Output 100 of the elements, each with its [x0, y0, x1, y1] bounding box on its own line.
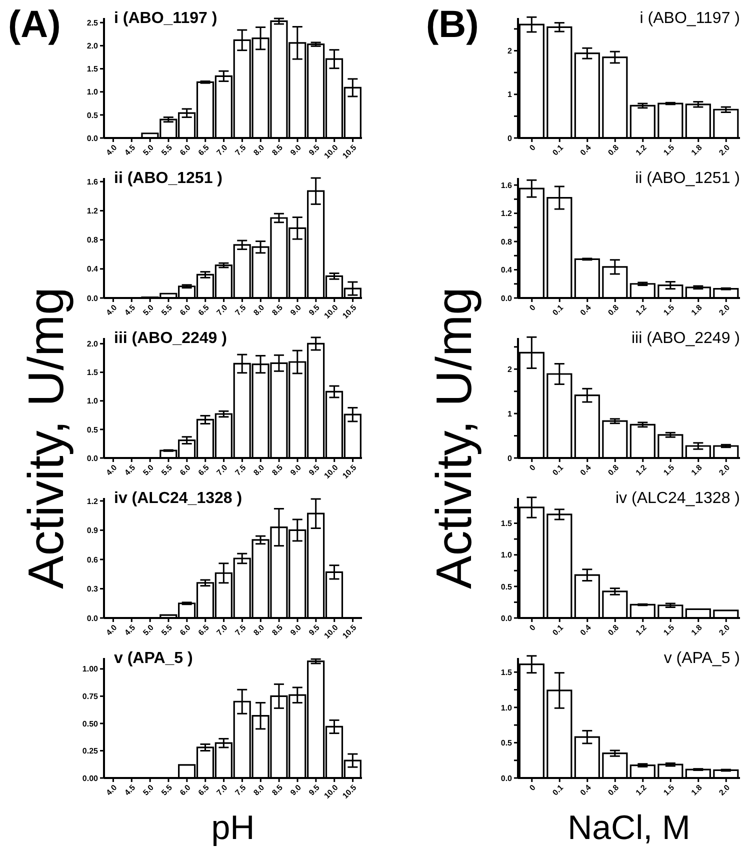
y-tick-label: 0.0 — [86, 614, 99, 623]
x-axis-title: NaCl, M — [566, 808, 692, 848]
y-tick-label: 0.5 — [86, 425, 99, 434]
x-tick-label: 8.0 — [252, 302, 266, 318]
y-tick-label: 0.0 — [86, 294, 99, 303]
x-tick-label: 2.0 — [717, 302, 732, 318]
y-tick-label: 2.0 — [86, 42, 99, 51]
y-tick-label: 2.5 — [86, 18, 99, 28]
x-tick-label: 5.0 — [141, 302, 156, 318]
y-tick-label: 0.75 — [82, 692, 99, 702]
x-tick-label: 0.4 — [578, 142, 594, 158]
y-tick-label: 1.2 — [86, 496, 99, 506]
x-tick-label: 7.5 — [233, 462, 248, 478]
x-tick-label: 0.4 — [578, 622, 594, 638]
x-tick-label: 9.5 — [307, 782, 322, 798]
x-tick-label: 8.0 — [252, 462, 266, 478]
x-tick-label: 6.5 — [196, 302, 212, 318]
x-tick-label: 0.1 — [550, 142, 566, 158]
chart-title: i (ABO_1197 ) — [640, 10, 740, 28]
x-tick-label: 2.0 — [717, 142, 732, 158]
x-tick-label: 1.8 — [690, 302, 704, 318]
y-tick-label: 0.0 — [500, 294, 513, 303]
x-tick-label: 10.0 — [322, 462, 340, 480]
y-tick-label: 1 — [508, 409, 513, 418]
x-tick-label: 7.0 — [214, 622, 230, 638]
x-tick-label: 5.0 — [141, 142, 156, 158]
x-tick-label: 7.0 — [214, 142, 230, 158]
x-tick-label: 0.4 — [578, 302, 594, 318]
x-tick-label: 8.5 — [270, 782, 285, 798]
x-tick-label: 6.0 — [178, 302, 193, 318]
x-tick-label: 5.0 — [141, 462, 156, 478]
x-tick-label: 9.5 — [307, 462, 322, 478]
x-tick-label: 8.5 — [270, 142, 285, 158]
y-tick-label: 0.0 — [500, 774, 513, 783]
y-tick-label: 2 — [508, 364, 513, 374]
x-tick-label: 1.8 — [690, 462, 704, 478]
y-tick-label: 1.0 — [500, 703, 513, 712]
x-tick-label: 6.5 — [196, 622, 212, 638]
x-tick-label: 5.5 — [160, 462, 174, 478]
x-tick-label: 1.8 — [690, 622, 704, 638]
x-tick-label: 0 — [528, 462, 538, 473]
y-tick-label: 1.5 — [500, 519, 513, 528]
x-tick-label: 4.5 — [122, 462, 138, 478]
x-tick-label: 8.0 — [252, 142, 266, 158]
x-tick-label: 1.2 — [634, 142, 649, 158]
text: (A) — [8, 4, 61, 47]
y-tick-label: 1 — [508, 90, 513, 100]
x-tick-label: 8.5 — [270, 622, 285, 638]
x-tick-label: 1.2 — [634, 782, 649, 798]
x-tick-label: 4.5 — [122, 142, 138, 158]
x-tick-label: 8.5 — [270, 462, 285, 478]
x-tick-label: 4.5 — [122, 622, 138, 638]
y-tick-label: 1.00 — [82, 664, 99, 674]
x-tick-label: 10.0 — [322, 142, 340, 160]
x-tick-label: 0.8 — [606, 142, 621, 158]
x-tick-label: 6.5 — [196, 782, 212, 798]
x-tick-label: 7.0 — [214, 462, 230, 478]
x-tick-label: 1.5 — [662, 622, 676, 638]
x-tick-label: 1.8 — [690, 782, 704, 798]
x-tick-label: 4.5 — [122, 302, 138, 318]
x-tick-label: 1.2 — [634, 622, 649, 638]
y-tick-label: 1.2 — [86, 206, 99, 216]
x-tick-label: 9.0 — [288, 462, 304, 478]
chart-title: ii (ABO_1251 ) — [114, 170, 222, 188]
x-tick-label: 10.0 — [322, 782, 340, 800]
y-tick-label: 0 — [508, 134, 513, 143]
y-tick-label: 0 — [508, 454, 513, 463]
x-tick-label: 5.0 — [141, 622, 156, 638]
chart-title: v (APA_5 ) — [114, 650, 193, 668]
x-tick-label: 4.0 — [104, 622, 120, 638]
y-tick-label: 0.5 — [86, 110, 99, 120]
x-tick-label: 8.5 — [270, 302, 285, 318]
x-tick-label: 9.5 — [307, 622, 322, 638]
y-tick-label: 1.6 — [86, 177, 99, 186]
x-tick-label: 6.5 — [196, 142, 212, 158]
y-tick-label: 1.5 — [86, 368, 99, 378]
x-tick-label: 0.1 — [550, 782, 566, 798]
x-tick-label: 7.0 — [214, 302, 230, 318]
y-tick-label: 0.5 — [500, 582, 513, 592]
x-tick-label: 0.8 — [606, 782, 621, 798]
x-tick-label: 9.5 — [307, 302, 322, 318]
x-tick-label: 0.1 — [550, 302, 566, 318]
x-tick-label: 6.0 — [178, 462, 193, 478]
chart-title: iv (ALC24_1328 ) — [615, 490, 740, 508]
x-tick-label: 0.8 — [606, 302, 621, 318]
chart-title: i (ABO_1197 ) — [114, 10, 218, 28]
x-tick-label: 6.5 — [196, 462, 212, 478]
y-tick-label: 1.2 — [500, 209, 513, 218]
y-tick-label: 2 — [508, 46, 513, 56]
x-tick-label: 1.2 — [634, 302, 649, 318]
y-tick-label: 0.8 — [500, 237, 513, 246]
x-tick-label: 1.5 — [662, 142, 676, 158]
y-tick-label: 0.8 — [86, 236, 99, 245]
y-tick-label: 0.50 — [82, 719, 99, 728]
x-tick-label: 6.0 — [178, 142, 193, 158]
x-tick-label: 7.5 — [233, 302, 248, 318]
x-tick-label: 5.0 — [141, 782, 156, 798]
y-tick-label: 1.0 — [86, 396, 99, 406]
y-tick-label: 1.6 — [500, 180, 513, 190]
x-tick-label: 7.5 — [233, 142, 248, 158]
